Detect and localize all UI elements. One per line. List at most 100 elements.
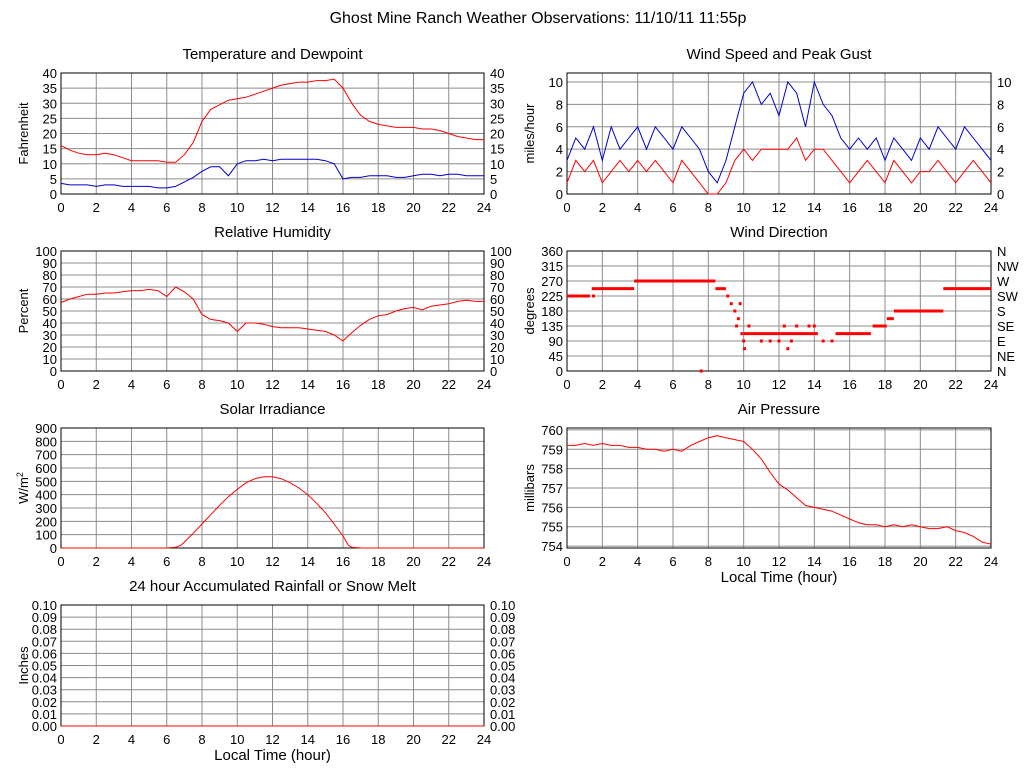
compass-label: NE [997,349,1015,364]
y-tick-label: 0.02 [32,695,57,710]
y-tick-label-right: 6 [997,120,1004,135]
y-axis-label: W/m2 [15,472,31,504]
x-tick-label: 8 [198,732,205,747]
direction-point [830,339,834,343]
compass-label: N [997,364,1006,379]
x-tick-label: 0 [563,200,570,215]
x-tick-label: 22 [948,200,962,215]
y-axis-label: millibars [522,464,537,512]
y-tick-label: 100 [35,528,57,543]
chart-title: Solar Irradiance [220,401,326,418]
y-tick-label: 180 [541,304,563,319]
y-tick-label: 20 [43,340,57,355]
chart-title: Wind Speed and Peak Gust [686,46,872,63]
y-tick-label: 0 [556,364,563,379]
y-tick-label: 70 [43,280,57,295]
y-tick-label: 0 [556,187,563,202]
x-tick-label: 12 [772,200,786,215]
x-tick-label: 24 [984,377,998,392]
y-tick-label: 35 [43,81,57,96]
y-tick-label: 0.04 [32,671,57,686]
x-tick-label: 22 [948,554,962,569]
x-tick-label: 10 [230,200,244,215]
x-tick-label: 14 [301,200,315,215]
y-tick-label: 0 [50,187,57,202]
y-tick-label: 758 [541,462,563,477]
y-tick-label-right: 20 [490,127,504,142]
x-tick-label: 18 [371,200,385,215]
y-tick-label-right: 5 [490,172,497,187]
plot-frame [60,72,485,195]
y-tick-label-right: 0.04 [490,671,515,686]
direction-point [782,324,786,328]
x-tick-label: 16 [336,554,350,569]
y-axis-label: miles/hour [522,103,537,164]
y-tick-label-right: 0 [997,187,1004,202]
direction-point [738,302,742,306]
x-tick-label: 18 [371,377,385,392]
x-tick-label: 6 [669,377,676,392]
y-tick-label: 757 [541,481,563,496]
x-tick-label: 10 [736,377,750,392]
series-line-1 [60,78,484,163]
y-tick-label-right: 70 [490,280,504,295]
x-tick-label: 10 [736,554,750,569]
x-tick-label: 6 [163,732,170,747]
y-tick-label-right: 0.03 [490,683,515,698]
y-tick-label-right: 90 [490,256,504,271]
y-tick-label: 225 [541,289,563,304]
y-tick-label-right: 10 [490,157,504,172]
x-tick-label: 12 [265,554,279,569]
direction-point [807,324,811,328]
y-tick-label-right: 0.09 [490,610,515,625]
x-tick-label: 8 [198,200,205,215]
x-tick-label: 6 [163,554,170,569]
x-tick-label: 16 [336,377,350,392]
x-tick-label: 6 [669,554,676,569]
direction-point [726,294,730,298]
y-tick-label: 0.00 [32,719,57,734]
y-tick-label-right: 15 [490,142,504,157]
y-tick-label-right: 100 [490,244,512,259]
chart-title: Relative Humidity [214,224,331,241]
y-axis-label: Fahrenheit [16,102,31,165]
chart-title: Temperature and Dewpoint [182,46,363,63]
direction-point [821,339,825,343]
compass-label: S [997,304,1006,319]
x-tick-label: 8 [198,377,205,392]
y-tick-label: 30 [43,96,57,111]
x-tick-label: 16 [842,554,856,569]
y-tick-label-right: 40 [490,316,504,331]
x-tick-label: 4 [128,554,135,569]
x-tick-label: 8 [705,377,712,392]
series-line-1 [566,80,992,184]
y-tick-label: 200 [35,514,57,529]
y-tick-label: 90 [43,256,57,271]
direction-point [740,332,744,336]
plot-frame [60,427,485,549]
series-line-2 [566,137,992,195]
plot-frame [566,72,992,195]
chart-title: Air Pressure [738,401,821,418]
y-tick-label: 0 [50,364,57,379]
y-tick-label: 0.05 [32,659,57,674]
rainfall-panel: 24 hour Accumulated Rainfall or Snow Mel… [16,578,515,764]
y-tick-label-right: 0.01 [490,707,515,722]
y-tick-label: 135 [541,319,563,334]
y-tick-label: 900 [35,421,57,436]
x-tick-label: 4 [128,377,135,392]
direction-point [729,302,733,306]
y-tick-label-right: 0.05 [490,659,515,674]
y-tick-label: 760 [541,423,563,438]
y-tick-label: 100 [35,244,57,259]
y-tick-label-right: 0.07 [490,634,515,649]
x-tick-label: 2 [599,554,606,569]
x-tick-label: 24 [984,200,998,215]
direction-point [699,369,703,373]
x-tick-label: 22 [442,200,456,215]
y-tick-label: 0.03 [32,683,57,698]
